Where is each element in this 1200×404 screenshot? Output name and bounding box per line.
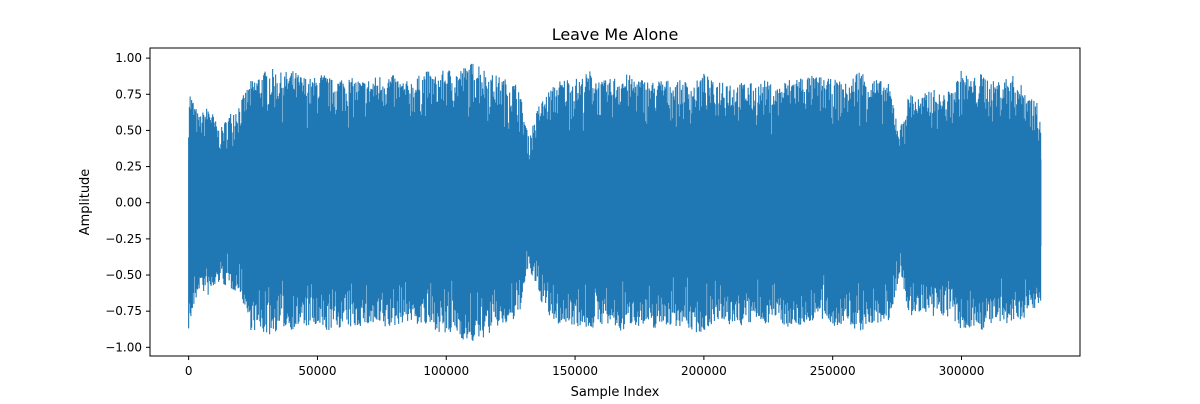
axes-frame (149, 47, 1081, 357)
x-axis-label: Sample Index (571, 385, 660, 400)
x-axis-ticks: 0 50000 100000 150000 200000 250000 300000 (185, 356, 985, 378)
x-tick-label: 0 (185, 364, 193, 378)
y-tick-label: 0.75 (115, 87, 142, 101)
x-tick-label: 150000 (552, 364, 598, 378)
x-tick-label: 250000 (810, 364, 856, 378)
waveform-dense-core (188, 159, 1042, 247)
y-tick-label: 0.25 (115, 160, 142, 174)
x-tick-label: 300000 (939, 364, 985, 378)
chart-title: Leave Me Alone (552, 25, 679, 44)
x-tick-label: 200000 (681, 364, 727, 378)
y-axis-label: Amplitude (78, 169, 93, 236)
x-tick-label: 100000 (423, 364, 469, 378)
y-tick-label: 0.00 (115, 196, 142, 210)
y-tick-label: −0.25 (105, 232, 142, 246)
plot-area (188, 63, 1042, 341)
y-tick-label: 1.00 (115, 51, 142, 65)
y-tick-label: 0.50 (115, 123, 142, 137)
y-tick-label: −1.00 (105, 340, 142, 354)
x-tick-label: 50000 (298, 364, 336, 378)
y-tick-label: −0.50 (105, 268, 142, 282)
y-tick-label: −0.75 (105, 304, 142, 318)
y-axis-ticks: −1.00 −0.75 −0.50 −0.25 0.00 0.25 0.50 0.75 1.00 (105, 51, 150, 354)
